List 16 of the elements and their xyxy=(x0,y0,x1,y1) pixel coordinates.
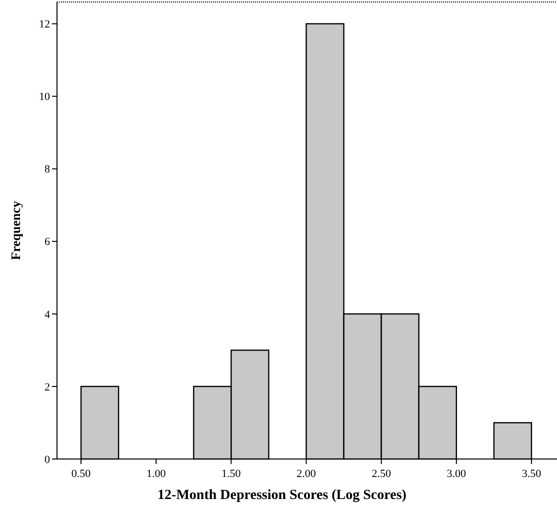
x-axis-title: 12-Month Depression Scores (Log Scores) xyxy=(158,488,407,503)
x-tick-label: 2.50 xyxy=(372,468,392,480)
x-tick-label: 3.50 xyxy=(522,468,542,480)
y-tick-label: 12 xyxy=(39,18,50,31)
x-tick-label: 2.00 xyxy=(296,468,316,480)
y-tick-label: 8 xyxy=(44,164,50,176)
x-tick-label: 0.50 xyxy=(71,468,92,480)
x-tick-label: 1.50 xyxy=(222,468,242,480)
y-tick-label: 4 xyxy=(44,308,50,321)
y-tick-label: 10 xyxy=(39,91,50,104)
y-tick-label: 6 xyxy=(44,236,50,248)
x-tick-label: 3.00 xyxy=(446,468,467,480)
x-tick-label: 1.00 xyxy=(146,468,166,480)
y-axis-title: Frequency xyxy=(8,200,23,260)
y-tick-label: 2 xyxy=(44,381,50,394)
y-tick-label: 0 xyxy=(44,454,50,466)
